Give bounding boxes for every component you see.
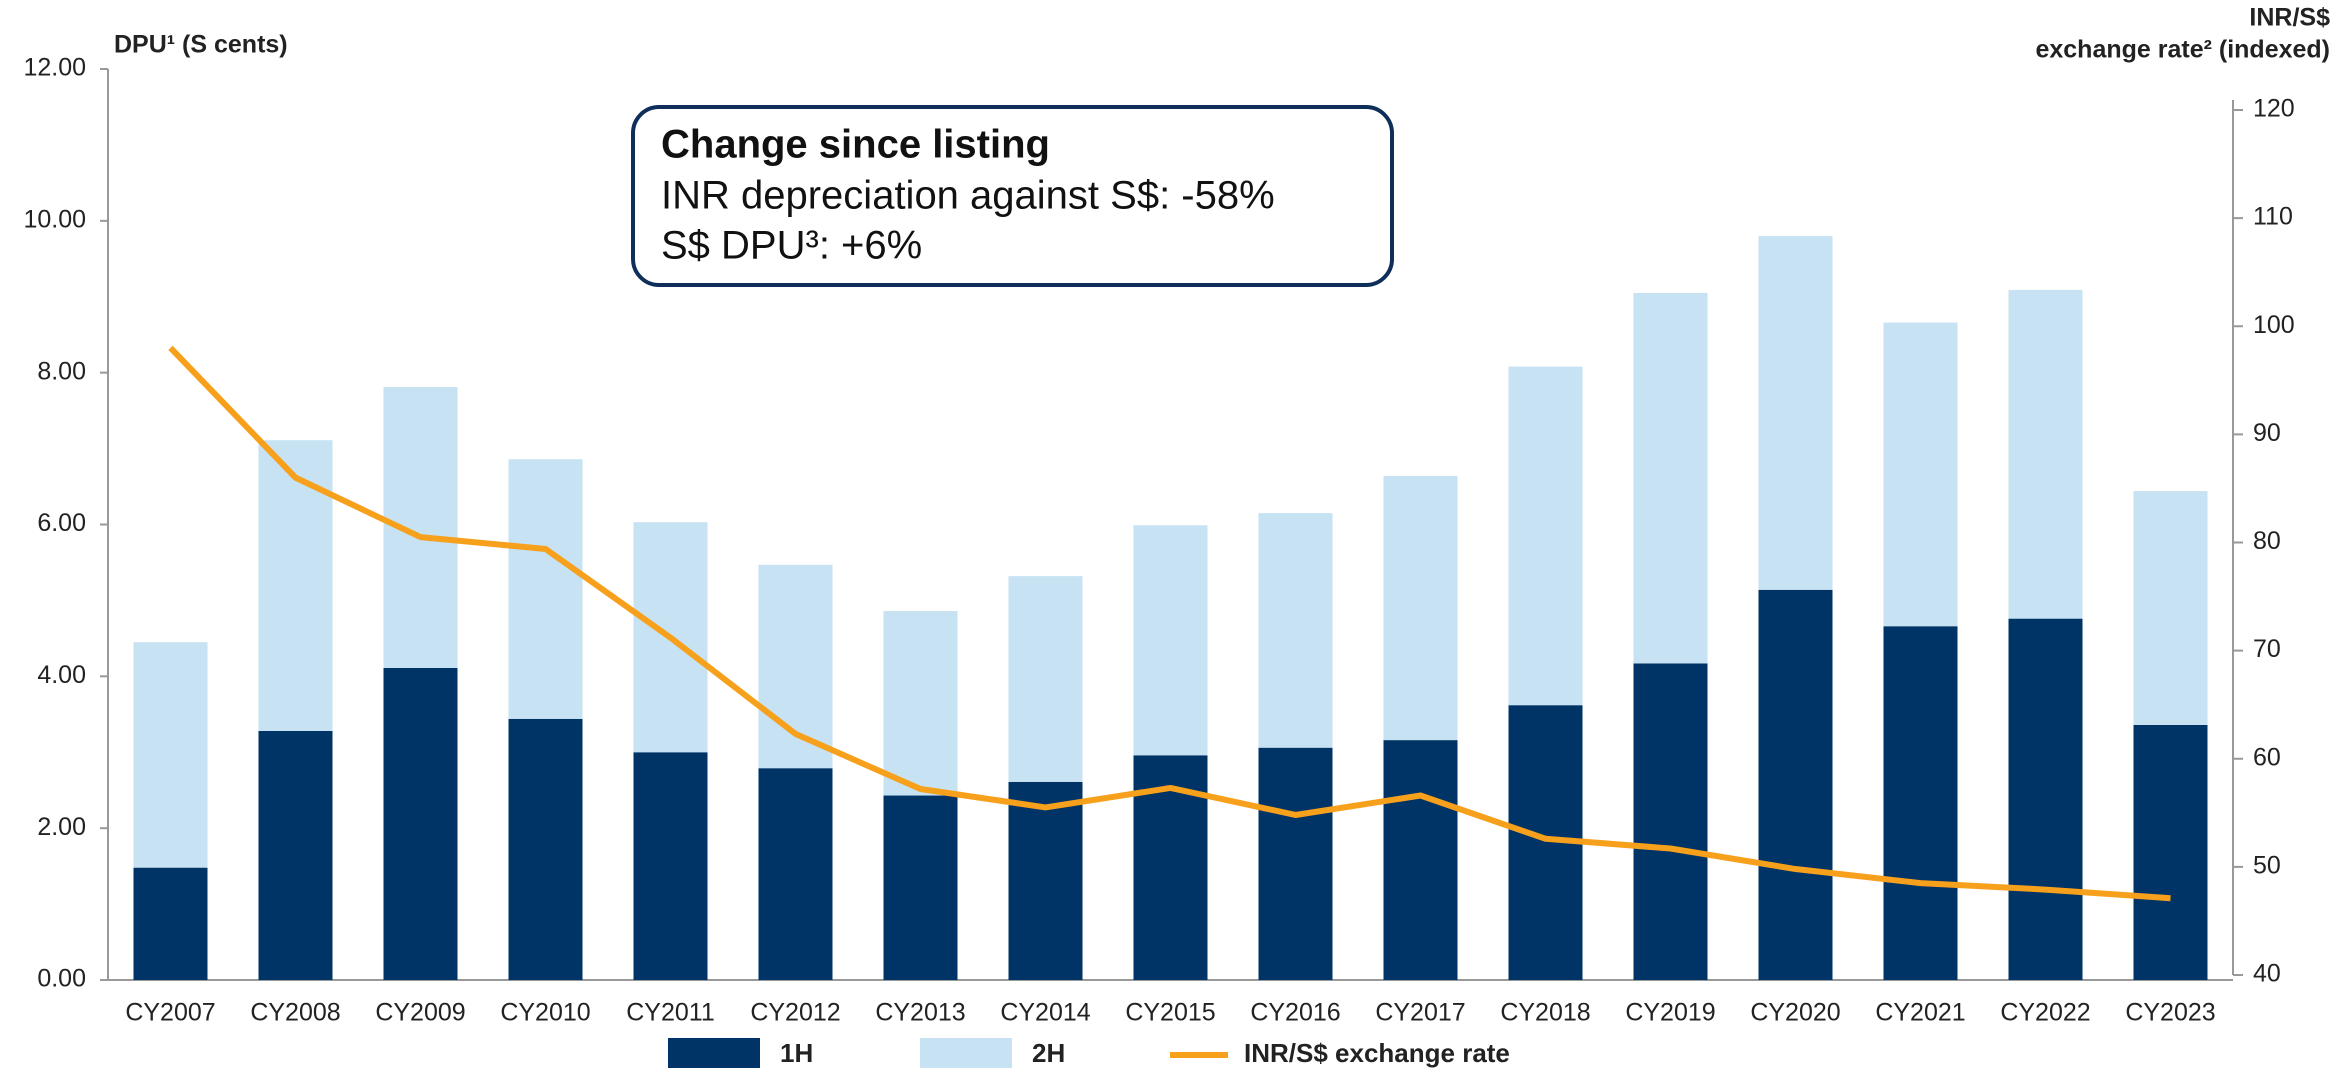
- x-tick-label: CY2017: [1375, 999, 1465, 1027]
- bar: [1883, 322, 1958, 627]
- x-tick-label: CY2013: [875, 999, 965, 1027]
- bar: [1008, 576, 1083, 782]
- bar: [1633, 292, 1708, 664]
- annotation-line: S$ DPU³: +6%: [661, 224, 922, 268]
- bar: [133, 867, 208, 980]
- legend-label: INR/S$ exchange rate: [1244, 1038, 1510, 1068]
- y2-tick-label: 110: [2253, 203, 2293, 231]
- bar: [2133, 724, 2208, 980]
- y-tick-label: 6.00: [37, 509, 86, 537]
- bar: [1383, 475, 1458, 741]
- bar: [2008, 618, 2083, 980]
- annotation-title: Change since listing: [661, 123, 1050, 167]
- y2-axis-label: INR/S$: [2249, 4, 2330, 32]
- x-tick-label: CY2014: [1000, 999, 1090, 1027]
- x-tick-label: CY2018: [1500, 999, 1590, 1027]
- bar: [2008, 289, 2083, 619]
- bar: [258, 440, 333, 731]
- bar: [1258, 513, 1333, 748]
- x-tick-label: CY2009: [375, 999, 465, 1027]
- y2-tick-label: 80: [2253, 527, 2281, 555]
- plot: 0.00 2.00 4.00 6.00 8.00 10.00 12.00 40 50 60 70 80…: [23, 54, 2295, 1068]
- y-axis-label: DPU¹ (S cents): [114, 31, 288, 59]
- bar: [1758, 236, 1833, 590]
- y2-tick-label: 120: [2253, 95, 2295, 123]
- x-tick-label: CY2019: [1625, 999, 1715, 1027]
- x-tick-label: CY2008: [250, 999, 340, 1027]
- x-tick-label: CY2023: [2125, 999, 2215, 1027]
- y-tick-label: 2.00: [37, 813, 86, 841]
- bar: [1508, 366, 1583, 706]
- y-tick-label: 0.00: [37, 965, 86, 993]
- bar: [2133, 491, 2208, 725]
- y2-axis-label: exchange rate² (indexed): [2035, 36, 2330, 64]
- y2-tick-label: 60: [2253, 743, 2281, 771]
- bar: [883, 795, 958, 980]
- bar: [383, 667, 458, 980]
- bar: [1258, 747, 1333, 980]
- y2-tick-label: 50: [2253, 851, 2281, 879]
- bar: [508, 718, 583, 980]
- bar: [758, 768, 833, 980]
- y-tick-label: 4.00: [37, 661, 86, 689]
- annotation-line: INR depreciation against S$: -58%: [661, 174, 1275, 218]
- x-tick-label: CY2011: [626, 999, 715, 1027]
- line: [168, 345, 2171, 902]
- annotation-box: [631, 105, 1394, 287]
- x-tick-label: CY2020: [1750, 999, 1840, 1027]
- legend-label: 1H: [780, 1038, 813, 1068]
- x-tick-label: CY2010: [500, 999, 590, 1027]
- bar: [1133, 525, 1208, 756]
- bar: [1633, 663, 1708, 980]
- y-tick-label: 12.00: [23, 54, 86, 82]
- bar: [508, 459, 583, 719]
- x-tick-label: CY2015: [1125, 999, 1215, 1027]
- y-tick-label: 8.00: [37, 357, 86, 385]
- bar: [258, 730, 333, 980]
- y-tick-label: 10.00: [23, 205, 86, 233]
- y2-tick-label: 70: [2253, 635, 2281, 663]
- y2-tick-label: 40: [2253, 960, 2281, 988]
- bar: [883, 611, 958, 796]
- x-tick-label: CY2012: [750, 999, 840, 1027]
- bar: [133, 642, 208, 868]
- x-tick-label: CY2016: [1250, 999, 1340, 1027]
- x-tick-label: CY2007: [125, 999, 215, 1027]
- bar: [1008, 781, 1083, 980]
- x-tick-label: CY2022: [2000, 999, 2090, 1027]
- legend-label: 2H: [1032, 1038, 1065, 1068]
- y2-tick-label: 90: [2253, 419, 2281, 447]
- bar: [633, 752, 708, 980]
- x-tick-label: CY2021: [1875, 999, 1965, 1027]
- bar: [1883, 626, 1958, 980]
- legend-swatch: [668, 1038, 760, 1068]
- bar: [1383, 740, 1458, 980]
- bar: [758, 564, 833, 769]
- legend-swatch: [920, 1038, 1012, 1068]
- y2-tick-label: 100: [2253, 311, 2295, 339]
- bar: [1758, 589, 1833, 980]
